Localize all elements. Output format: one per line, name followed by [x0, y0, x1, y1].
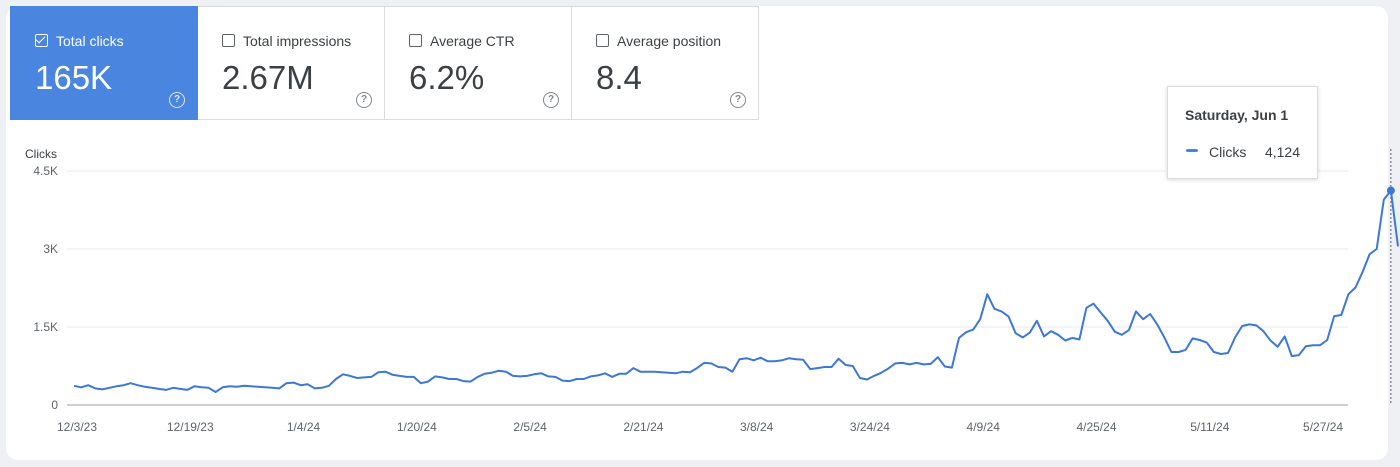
metric-card-total-impressions[interactable]: Total impressions 2.67M ?: [198, 6, 385, 120]
hover-point: [1386, 186, 1395, 195]
y-tick-label: 3K: [43, 242, 58, 256]
metric-cards: Total clicks 165K ? Total impressions 2.…: [10, 6, 759, 121]
tooltip-series-label: Clicks: [1209, 144, 1247, 160]
y-tick-label: 4.5K: [33, 164, 58, 178]
metric-value: 6.2%: [409, 59, 485, 96]
clicks-series-line: [73, 189, 1399, 393]
tooltip-date: Saturday, Jun 1: [1185, 107, 1289, 123]
metric-card-average-ctr[interactable]: Average CTR 6.2% ?: [385, 6, 572, 120]
x-tick-label: 5/27/24: [1303, 420, 1343, 434]
help-icon[interactable]: ?: [730, 92, 746, 108]
x-tick-label: 1/20/24: [397, 420, 437, 434]
chart-tooltip: Saturday, Jun 1 Clicks 4,124: [1167, 86, 1318, 179]
metric-label: Total clicks: [56, 33, 124, 49]
checkbox-total-impressions[interactable]: [222, 34, 235, 47]
x-tick-label: 12/3/23: [57, 420, 97, 434]
checkbox-average-position[interactable]: [596, 34, 609, 47]
metric-label: Average CTR: [430, 33, 515, 49]
help-icon[interactable]: ?: [169, 92, 185, 108]
metric-value: 2.67M: [222, 59, 314, 96]
y-tick-label: 1.5K: [33, 320, 58, 334]
tooltip-value: 4,124: [1264, 144, 1300, 160]
metric-value: 8.4: [596, 59, 642, 96]
tooltip-series-swatch: [1186, 149, 1198, 152]
help-icon[interactable]: ?: [356, 92, 372, 108]
x-tick-label: 12/19/23: [167, 420, 214, 434]
x-tick-label: 1/4/24: [287, 420, 321, 434]
x-tick-label: 3/8/24: [740, 420, 774, 434]
metric-label: Average position: [617, 33, 722, 49]
y-tick-label: 0: [51, 398, 58, 412]
metric-value: 165K: [35, 59, 113, 96]
metric-card-total-clicks[interactable]: Total clicks 165K ?: [10, 6, 198, 120]
y-axis-label: Clicks: [25, 147, 57, 161]
x-tick-label: 3/24/24: [850, 420, 890, 434]
checkbox-average-ctr[interactable]: [409, 34, 422, 47]
x-tick-label: 2/21/24: [623, 420, 663, 434]
checkbox-total-clicks[interactable]: [35, 33, 48, 47]
metric-label: Total impressions: [243, 33, 352, 49]
help-icon[interactable]: ?: [543, 92, 559, 108]
metric-card-average-position[interactable]: Average position 8.4 ?: [572, 6, 759, 120]
x-tick-label: 2/5/24: [513, 420, 547, 434]
x-tick-label: 4/25/24: [1076, 420, 1116, 434]
x-tick-label: 4/9/24: [967, 420, 1001, 434]
x-tick-label: 5/11/24: [1190, 420, 1229, 434]
